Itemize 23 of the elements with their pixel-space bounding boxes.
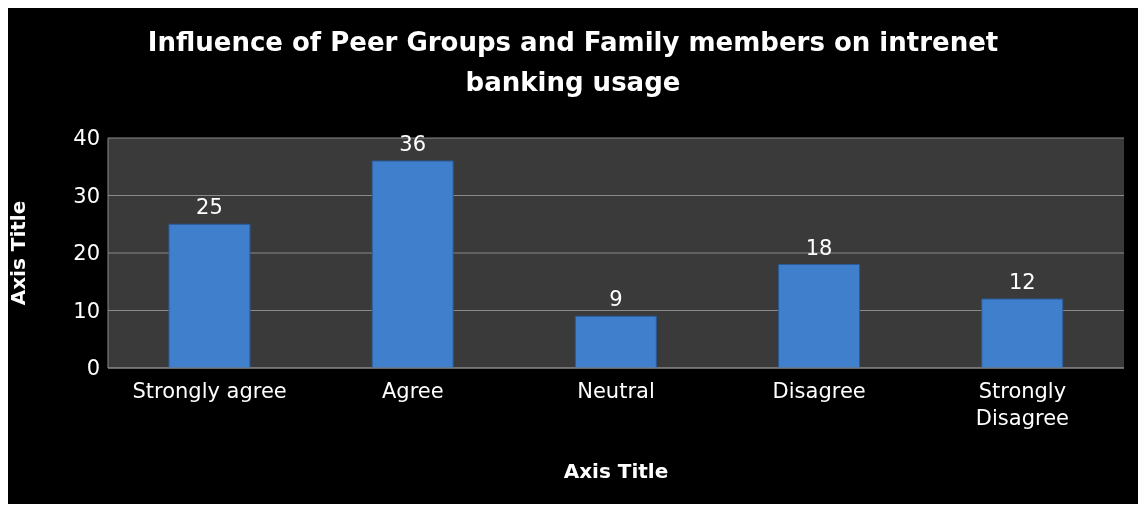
x-tick-label: Agree xyxy=(381,379,444,403)
x-tick-label: Disagree xyxy=(772,379,866,403)
data-label: 18 xyxy=(805,235,833,260)
bar xyxy=(574,315,657,368)
bar xyxy=(371,160,454,368)
y-tick-label: 0 xyxy=(86,356,100,381)
y-tick-label: 20 xyxy=(73,241,100,266)
data-label: 12 xyxy=(1008,270,1036,294)
x-axis-title: Axis Title xyxy=(563,459,669,483)
bar xyxy=(778,264,861,368)
bar xyxy=(981,298,1064,368)
x-tick-label: Neutral xyxy=(577,379,655,403)
data-label: 36 xyxy=(399,132,427,156)
data-label: 25 xyxy=(196,195,223,220)
y-tick-label: 40 xyxy=(73,126,100,151)
bar xyxy=(168,223,251,368)
data-label: 9 xyxy=(609,287,623,312)
x-tick-label: Strongly agree xyxy=(132,379,287,403)
y-tick-label: 10 xyxy=(73,298,100,323)
y-axis-title: Axis Title xyxy=(6,200,31,306)
x-tick-label: Strongly Disagree xyxy=(975,379,1069,430)
chart-title: Influence of Peer Groups and Family members on intrenet banking usage xyxy=(146,26,1000,99)
y-tick-label: 30 xyxy=(73,183,100,208)
